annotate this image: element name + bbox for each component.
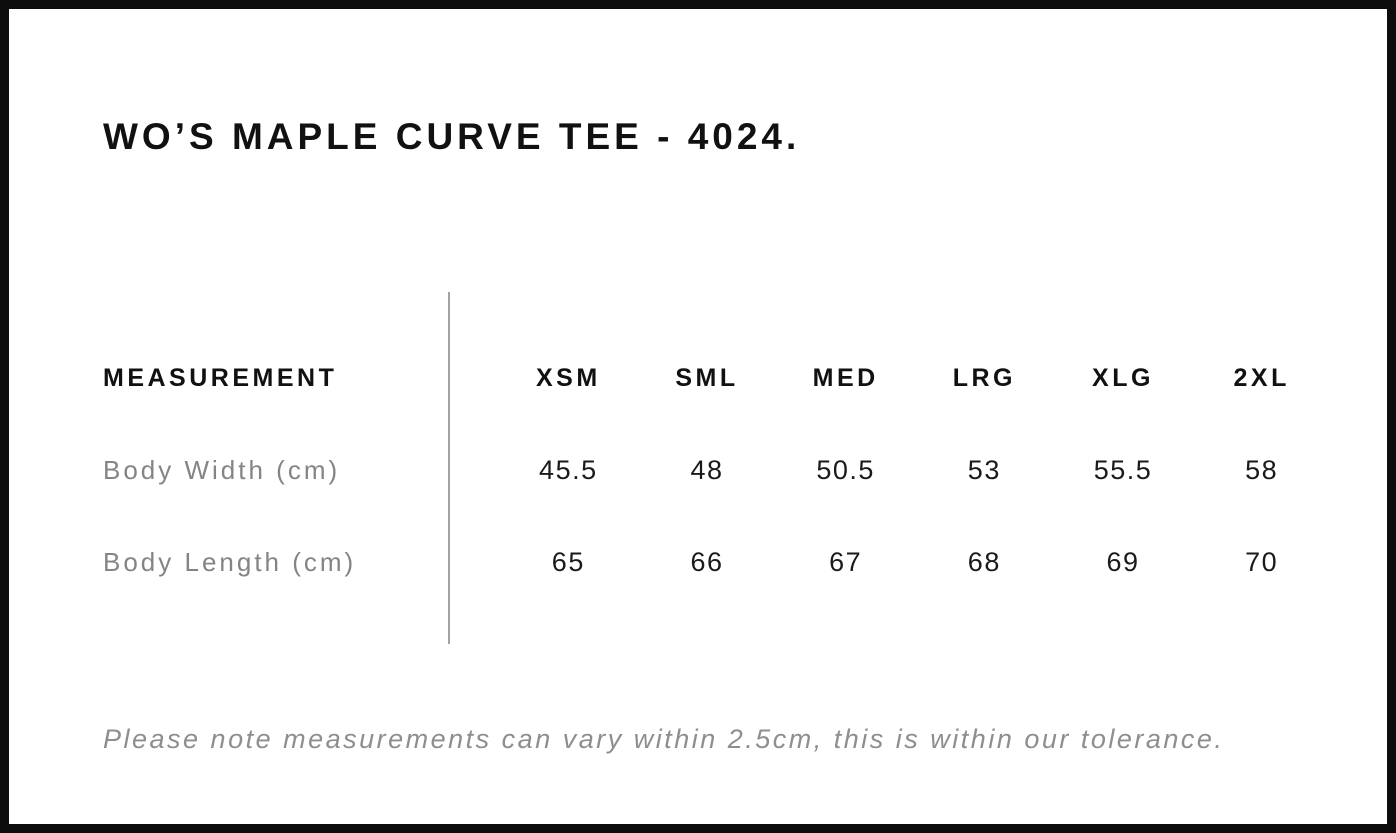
tolerance-note: Please note measurements can vary within… (103, 724, 1225, 754)
page-title: WO’S MAPLE CURVE TEE - 4024. (103, 116, 801, 157)
body-width-value-sml: 48 (690, 454, 724, 485)
column-header-2xl: 2XL (1233, 363, 1290, 392)
column-divider (448, 292, 450, 644)
row-label-body-length: Body Length (cm) (103, 546, 357, 577)
body-width-value-xlg: 55.5 (1093, 454, 1153, 485)
body-length-value-med: 67 (829, 546, 863, 577)
row-label-body-width: Body Width (cm) (103, 454, 341, 485)
body-width-value-med: 50.5 (816, 454, 875, 485)
size-chart-table: MEASUREMENT XSM SML MED LRG XLG 2XL Body… (103, 332, 1331, 608)
column-header-med: MED (812, 363, 879, 392)
column-header-sml: SML (675, 363, 739, 392)
body-width-value-xsm: 45.5 (539, 454, 598, 485)
column-header-xlg: XLG (1092, 363, 1154, 392)
column-header-lrg: LRG (952, 363, 1016, 392)
column-header-measurement: MEASUREMENT (103, 363, 338, 392)
column-header-xsm: XSM (535, 363, 601, 392)
body-length-value-sml: 66 (690, 546, 724, 577)
body-length-value-lrg: 68 (967, 546, 1001, 577)
body-length-value-xsm: 65 (551, 546, 585, 577)
body-width-value-lrg: 53 (967, 454, 1001, 485)
body-length-value-2xl: 70 (1245, 546, 1279, 577)
body-length-value-xlg: 69 (1106, 546, 1140, 577)
body-width-value-2xl: 58 (1245, 454, 1279, 485)
